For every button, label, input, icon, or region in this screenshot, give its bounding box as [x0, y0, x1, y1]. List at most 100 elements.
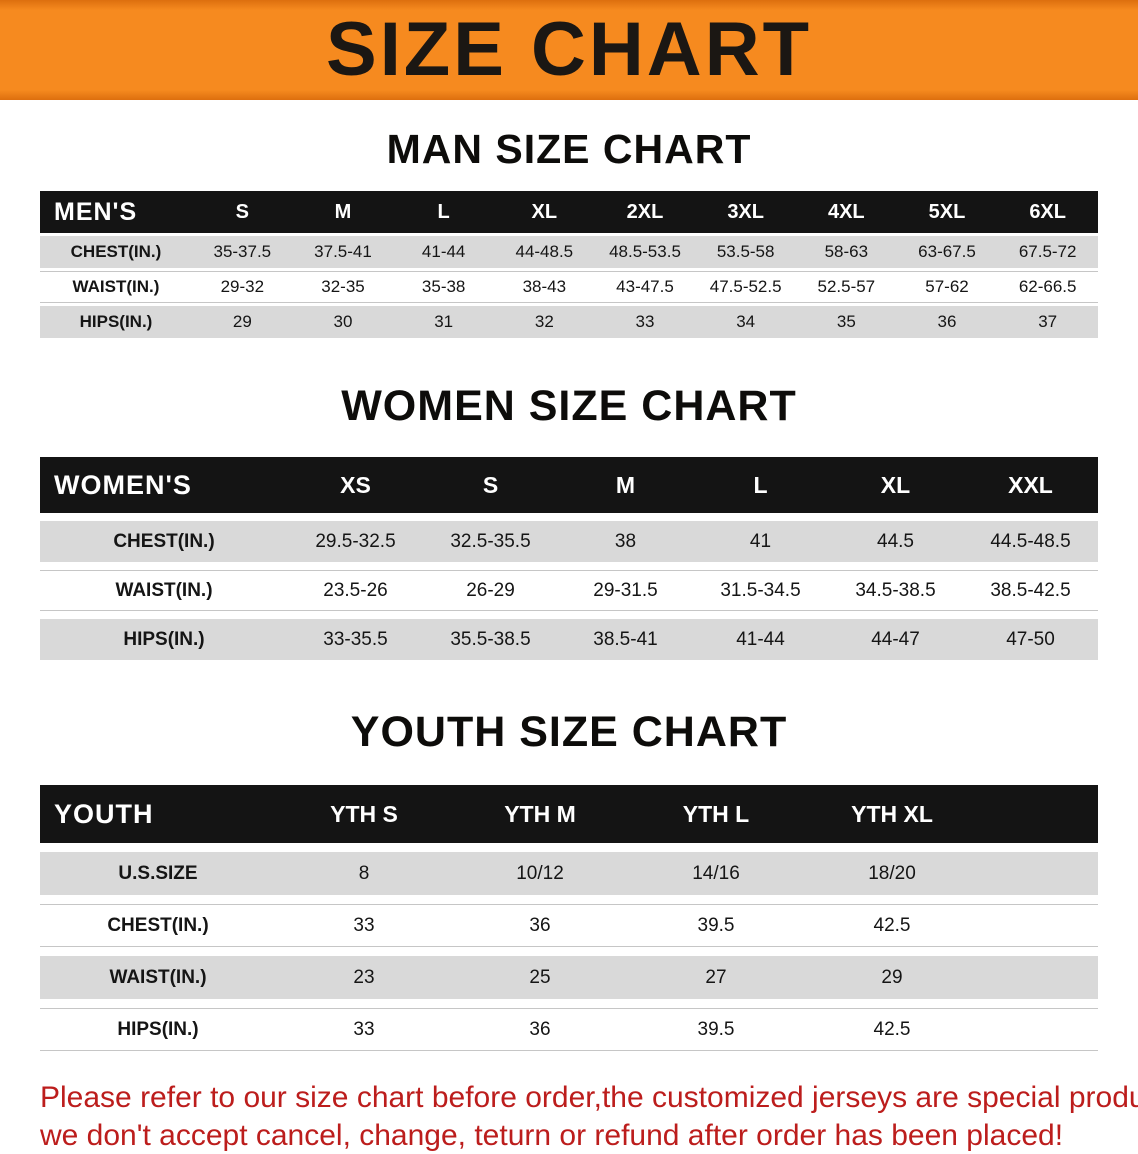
column-header: XXL [963, 472, 1098, 499]
table-cell: 41-44 [393, 242, 494, 262]
row-label: HIPS(IN.) [40, 629, 288, 651]
youth-corner-label: YOUTH [40, 799, 276, 830]
table-cell: 29 [804, 967, 980, 989]
column-header: XS [288, 472, 423, 499]
column-header: YTH XL [804, 801, 980, 828]
table-cell: 25 [452, 967, 628, 989]
column-header: L [393, 201, 494, 224]
table-cell: 57-62 [897, 277, 998, 297]
table-cell: 29-31.5 [558, 580, 693, 602]
men-section-heading: MAN SIZE CHART [0, 126, 1138, 173]
table-cell: 43-47.5 [595, 277, 696, 297]
table-cell: 32-35 [293, 277, 394, 297]
column-header: S [192, 201, 293, 224]
table-cell: 35-37.5 [192, 242, 293, 262]
table-cell: 44.5 [828, 531, 963, 553]
women-section-heading: WOMEN SIZE CHART [0, 382, 1138, 431]
column-header: YTH S [276, 801, 452, 828]
table-cell: 30 [293, 312, 394, 332]
row-label: CHEST(IN.) [40, 531, 288, 553]
table-cell: 27 [628, 967, 804, 989]
disclaimer-line-1: Please refer to our size chart before or… [40, 1079, 1100, 1117]
table-cell: 58-63 [796, 242, 897, 262]
row-label: HIPS(IN.) [40, 1019, 276, 1041]
table-cell: 38.5-41 [558, 629, 693, 651]
table-cell: 8 [276, 863, 452, 885]
column-header: 2XL [595, 201, 696, 224]
table-cell: 38-43 [494, 277, 595, 297]
table-cell: 34 [695, 312, 796, 332]
table-cell: 47-50 [963, 629, 1098, 651]
banner: SIZE CHART [0, 0, 1138, 100]
table-cell: 10/12 [452, 863, 628, 885]
table-cell: 42.5 [804, 1019, 980, 1041]
men-corner-label: MEN'S [40, 198, 192, 227]
table-cell: 33-35.5 [288, 629, 423, 651]
table-cell: 23 [276, 967, 452, 989]
youth-section-heading: YOUTH SIZE CHART [0, 708, 1138, 757]
table-cell: 35-38 [393, 277, 494, 297]
table-cell: 44-47 [828, 629, 963, 651]
table-cell: 18/20 [804, 863, 980, 885]
column-header: 5XL [897, 201, 998, 224]
table-cell: 62-66.5 [997, 277, 1098, 297]
table-cell: 35 [796, 312, 897, 332]
table-cell: 36 [452, 915, 628, 937]
table-cell: 63-67.5 [897, 242, 998, 262]
table-cell: 37 [997, 312, 1098, 332]
column-header: 3XL [695, 201, 796, 224]
column-header: YTH L [628, 801, 804, 828]
column-header: XL [494, 201, 595, 224]
table-cell: 14/16 [628, 863, 804, 885]
table-cell: 23.5-26 [288, 580, 423, 602]
table-cell: 42.5 [804, 915, 980, 937]
table-cell: 36 [452, 1019, 628, 1041]
women-corner-label: WOMEN'S [40, 470, 288, 501]
disclaimer-line-2: we don't accept cancel, change, teturn o… [40, 1117, 1100, 1154]
table-cell: 48.5-53.5 [595, 242, 696, 262]
table-cell: 34.5-38.5 [828, 580, 963, 602]
row-label: U.S.SIZE [40, 863, 276, 885]
column-header: S [423, 472, 558, 499]
table-cell: 53.5-58 [695, 242, 796, 262]
table-cell: 37.5-41 [293, 242, 394, 262]
column-header: 4XL [796, 201, 897, 224]
table-cell: 44.5-48.5 [963, 531, 1098, 553]
table-cell: 52.5-57 [796, 277, 897, 297]
table-cell: 29-32 [192, 277, 293, 297]
table-cell: 44-48.5 [494, 242, 595, 262]
table-cell: 32 [494, 312, 595, 332]
row-label: WAIST(IN.) [40, 580, 288, 602]
table-cell: 47.5-52.5 [695, 277, 796, 297]
table-cell: 29 [192, 312, 293, 332]
table-cell: 33 [276, 1019, 452, 1041]
table-cell: 29.5-32.5 [288, 531, 423, 553]
table-cell: 36 [897, 312, 998, 332]
table-cell: 38.5-42.5 [963, 580, 1098, 602]
table-cell: 41 [693, 531, 828, 553]
column-header: M [558, 472, 693, 499]
row-label: CHEST(IN.) [40, 242, 192, 262]
column-header: M [293, 201, 394, 224]
table-cell: 67.5-72 [997, 242, 1098, 262]
column-header: XL [828, 472, 963, 499]
table-cell: 31.5-34.5 [693, 580, 828, 602]
column-header: YTH M [452, 801, 628, 828]
row-label: WAIST(IN.) [40, 967, 276, 989]
table-cell: 33 [595, 312, 696, 332]
